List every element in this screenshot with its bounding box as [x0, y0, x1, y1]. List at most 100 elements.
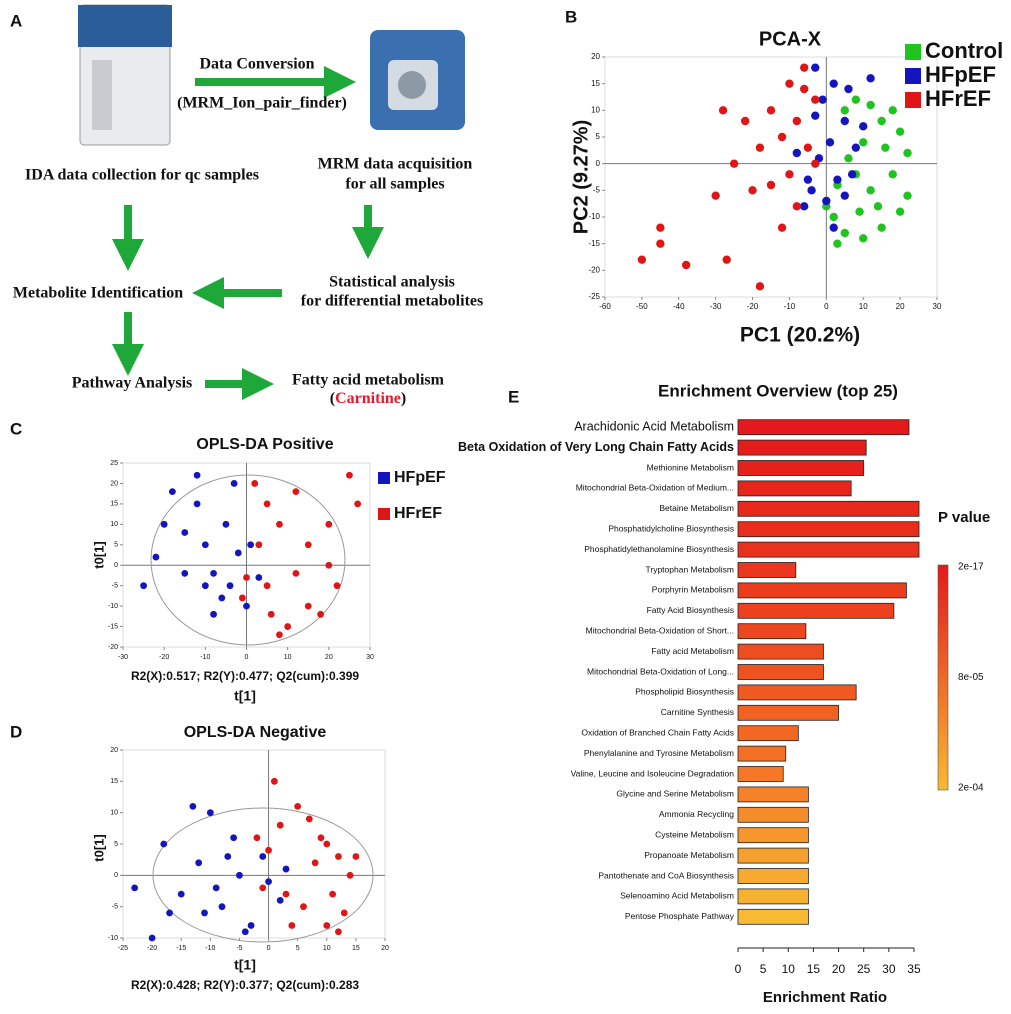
point [265, 878, 272, 885]
legend-swatch [378, 472, 390, 484]
chart-title: PCA-X [759, 28, 822, 50]
point [825, 138, 835, 147]
point [840, 116, 849, 126]
legend-label: HFpEF [925, 62, 996, 87]
instrument-image [78, 4, 172, 146]
point [822, 196, 831, 206]
workflow-text: Fatty acid metabolism [292, 372, 445, 389]
y-tick-label: -5 [593, 185, 601, 194]
x-tick-label: 10 [782, 962, 796, 976]
point [833, 239, 842, 248]
point [847, 170, 857, 179]
point [881, 143, 890, 152]
point [255, 541, 263, 549]
chart-title: OPLS-DA Negative [184, 724, 327, 741]
point [243, 574, 250, 581]
bar [737, 847, 809, 864]
point [851, 143, 861, 152]
y-tick-label: 15 [110, 778, 118, 785]
bar [737, 868, 809, 884]
point [230, 834, 238, 842]
point [903, 191, 912, 200]
y-tick-label: 5 [596, 132, 601, 141]
panel-label: D [10, 722, 22, 741]
point [335, 853, 342, 860]
bar [737, 766, 784, 782]
point [346, 871, 354, 879]
category-label: Tryptophan Metabolism [645, 564, 734, 574]
point [729, 159, 739, 168]
point [193, 500, 201, 508]
point [282, 865, 290, 873]
workflow-text: IDA data collection for qc samples [25, 167, 259, 184]
category-label: Phosphatidylethanolamine Biosynthesis [584, 544, 734, 554]
point [844, 84, 853, 94]
x-tick-label: 30 [882, 962, 896, 976]
colorbar-tick-label: 8e-05 [958, 672, 984, 683]
x-tick-label: -10 [784, 302, 796, 311]
point [711, 191, 720, 200]
y-axis-label: PC2 (9.27%) [570, 120, 592, 235]
point [193, 471, 201, 479]
x-tick-label: 0 [824, 302, 829, 311]
x-tick-label: 30 [366, 654, 374, 661]
point [840, 228, 849, 238]
point [210, 570, 217, 577]
instrument-image [370, 30, 465, 130]
bar [737, 827, 809, 844]
legend-label: Control [925, 38, 1003, 63]
category-label: Cysteine Metabolism [655, 829, 734, 839]
y-tick-label: 15 [591, 79, 600, 88]
point [201, 582, 209, 590]
point [859, 138, 868, 147]
x-tick-label: 35 [907, 962, 921, 976]
x-tick-label: -10 [200, 654, 210, 661]
point [840, 191, 849, 200]
workflow-text: MRM data acquisition [318, 156, 473, 173]
point [903, 148, 912, 158]
bar [737, 602, 895, 619]
category-label: Mitochondrial Beta-Oxidation of Medium..… [576, 483, 734, 493]
point [276, 631, 283, 639]
point [829, 212, 838, 222]
point [811, 95, 820, 104]
workflow-text: for differential metabolites [301, 293, 483, 310]
point [777, 132, 787, 142]
x-tick-label: 20 [896, 302, 905, 311]
point [740, 116, 750, 126]
point [333, 582, 341, 590]
panel-label: B [565, 7, 577, 26]
x-tick-label: 20 [325, 654, 333, 661]
category-label: Valine, Leucine and Isoleucine Degradati… [571, 768, 735, 778]
point [226, 582, 234, 590]
y-tick-label: 5 [114, 542, 118, 549]
bar [737, 888, 809, 905]
point [253, 834, 261, 842]
x-tick-label: 5 [760, 962, 767, 976]
y-tick-label: 15 [110, 501, 118, 508]
point [201, 541, 209, 549]
point [259, 884, 267, 892]
point [224, 853, 232, 860]
point [255, 574, 263, 581]
category-label: Ammonia Recycling [659, 809, 734, 819]
point [325, 520, 333, 528]
category-label: Glycine and Serine Metabolism [616, 789, 734, 799]
point [284, 623, 292, 630]
point [785, 79, 794, 88]
y-tick-label: -5 [112, 904, 118, 911]
category-label: Phenylalanine and Tyrosine Metabolism [584, 748, 734, 758]
y-tick-label: -10 [108, 935, 118, 942]
x-tick-label: -60 [599, 302, 611, 311]
point [329, 890, 336, 898]
paren: ) [401, 390, 406, 407]
point [305, 815, 313, 823]
point [292, 570, 300, 577]
point [169, 488, 176, 496]
category-label: Beta Oxidation of Very Long Chain Fatty … [458, 440, 734, 454]
point [265, 846, 272, 854]
point [267, 610, 275, 618]
point [803, 175, 813, 184]
bar [737, 704, 839, 721]
point [181, 570, 189, 577]
